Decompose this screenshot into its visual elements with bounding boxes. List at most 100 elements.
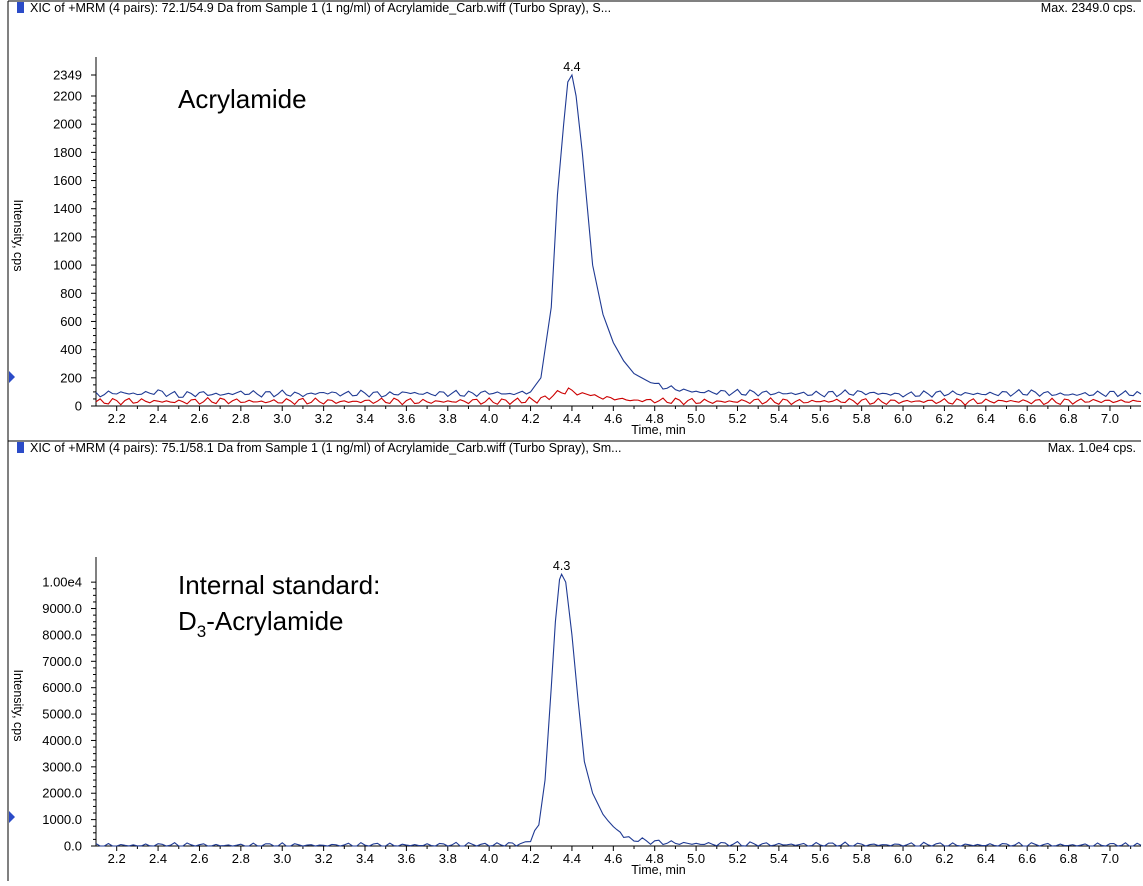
panel-header: XIC of +MRM (4 pairs): 72.1/54.9 Da from… — [30, 1, 611, 15]
x-tick-label: 5.4 — [770, 411, 788, 426]
x-tick-label: 4.8 — [646, 411, 664, 426]
x-tick-label: 4.4 — [563, 411, 581, 426]
y-tick-label: 0 — [75, 399, 82, 414]
y-tick-label: 2000 — [53, 117, 82, 132]
panel-marker-icon — [17, 442, 24, 453]
x-tick-label: 5.6 — [811, 851, 829, 866]
x-tick-label: 3.4 — [356, 411, 374, 426]
x-tick-label: 4.6 — [604, 851, 622, 866]
y-tick-label: 1800 — [53, 145, 82, 160]
compound-annotation: Acrylamide — [178, 84, 307, 114]
threshold-marker-icon — [9, 371, 15, 383]
chart-panel-2: XIC of +MRM (4 pairs): 75.1/58.1 Da from… — [7, 440, 1142, 881]
series-line-1 — [95, 73, 1142, 398]
x-tick-label: 3.6 — [397, 411, 415, 426]
x-tick-label: 6.6 — [1018, 411, 1036, 426]
y-tick-label: 1000.0 — [42, 812, 82, 827]
y-tick-label: 600 — [60, 314, 82, 329]
x-tick-label: 4.2 — [522, 411, 540, 426]
x-tick-label: 5.4 — [770, 851, 788, 866]
chart-panel-1: XIC of +MRM (4 pairs): 72.1/54.9 Da from… — [7, 0, 1142, 441]
panel-marker-icon — [17, 2, 24, 13]
x-tick-label: 5.0 — [687, 851, 705, 866]
compound-annotation: Internal standard: — [178, 570, 380, 600]
peak-label: 4.4 — [563, 60, 580, 74]
x-tick-label: 2.8 — [232, 851, 250, 866]
x-tick-label: 6.0 — [894, 411, 912, 426]
y-tick-label: 5000.0 — [42, 707, 82, 722]
y-tick-label: 3000.0 — [42, 759, 82, 774]
series-line-1 — [95, 572, 1142, 847]
annotation-subscript: 3 — [197, 622, 206, 641]
x-tick-label: 4.2 — [522, 851, 540, 866]
x-tick-label: 3.0 — [273, 411, 291, 426]
y-tick-label: 1000 — [53, 258, 82, 273]
x-tick-label: 3.2 — [315, 411, 333, 426]
x-tick-label: 7.0 — [1101, 411, 1119, 426]
x-tick-label: 3.4 — [356, 851, 374, 866]
y-tick-label: 1.00e4 — [42, 575, 82, 590]
x-tick-label: 4.0 — [480, 411, 498, 426]
x-tick-label: 5.2 — [728, 411, 746, 426]
y-axis-label: Intensity, cps — [11, 199, 25, 271]
y-tick-label: 0.0 — [64, 839, 82, 854]
x-tick-label: 4.4 — [563, 851, 581, 866]
y-tick-label: 400 — [60, 342, 82, 357]
threshold-marker-icon — [9, 811, 15, 823]
annotation-rest: -Acrylamide — [206, 606, 343, 636]
x-tick-label: 2.4 — [149, 411, 167, 426]
x-tick-label: 6.0 — [894, 851, 912, 866]
y-tick-label: 800 — [60, 286, 82, 301]
y-tick-label: 200 — [60, 370, 82, 385]
x-tick-label: 4.6 — [604, 411, 622, 426]
x-axis-label: Time, min — [631, 863, 685, 877]
y-tick-label: 6000.0 — [42, 680, 82, 695]
x-tick-label: 5.2 — [728, 851, 746, 866]
x-tick-label: 2.2 — [108, 411, 126, 426]
x-tick-label: 5.8 — [853, 411, 871, 426]
x-tick-label: 6.4 — [977, 411, 995, 426]
y-tick-label: 4000.0 — [42, 733, 82, 748]
x-tick-label: 2.4 — [149, 851, 167, 866]
y-tick-label: 9000.0 — [42, 601, 82, 616]
peak-label: 4.3 — [553, 559, 570, 573]
x-tick-label: 6.2 — [935, 851, 953, 866]
x-tick-label: 6.6 — [1018, 851, 1036, 866]
max-label: Max. 1.0e4 cps. — [1048, 441, 1136, 455]
x-tick-label: 3.8 — [439, 851, 457, 866]
x-tick-label: 6.8 — [1060, 851, 1078, 866]
x-tick-label: 4.8 — [646, 851, 664, 866]
y-tick-label: 1400 — [53, 201, 82, 216]
series-line-2 — [95, 387, 1142, 406]
x-tick-label: 2.6 — [190, 411, 208, 426]
x-tick-label: 4.0 — [480, 851, 498, 866]
x-tick-label: 5.8 — [853, 851, 871, 866]
annotation-d: D — [178, 606, 197, 636]
x-tick-label: 2.6 — [190, 851, 208, 866]
x-tick-label: 3.0 — [273, 851, 291, 866]
x-axis-label: Time, min — [631, 423, 685, 437]
max-label: Max. 2349.0 cps. — [1041, 1, 1136, 15]
x-tick-label: 5.6 — [811, 411, 829, 426]
panel-header: XIC of +MRM (4 pairs): 75.1/58.1 Da from… — [30, 441, 622, 455]
y-tick-label: 2349 — [53, 68, 82, 83]
x-tick-label: 3.6 — [397, 851, 415, 866]
x-tick-label: 6.4 — [977, 851, 995, 866]
y-tick-label: 1200 — [53, 229, 82, 244]
y-tick-label: 2000.0 — [42, 786, 82, 801]
x-tick-label: 7.0 — [1101, 851, 1119, 866]
y-axis-label: Intensity, cps — [11, 669, 25, 741]
x-tick-label: 3.2 — [315, 851, 333, 866]
y-tick-label: 2200 — [53, 89, 82, 104]
x-tick-label: 6.2 — [935, 411, 953, 426]
y-tick-label: 7000.0 — [42, 654, 82, 669]
x-tick-label: 2.8 — [232, 411, 250, 426]
compound-annotation-line2: D3-Acrylamide — [178, 606, 344, 641]
y-tick-label: 8000.0 — [42, 627, 82, 642]
x-tick-label: 2.2 — [108, 851, 126, 866]
x-tick-label: 3.8 — [439, 411, 457, 426]
x-tick-label: 6.8 — [1060, 411, 1078, 426]
x-tick-label: 5.0 — [687, 411, 705, 426]
